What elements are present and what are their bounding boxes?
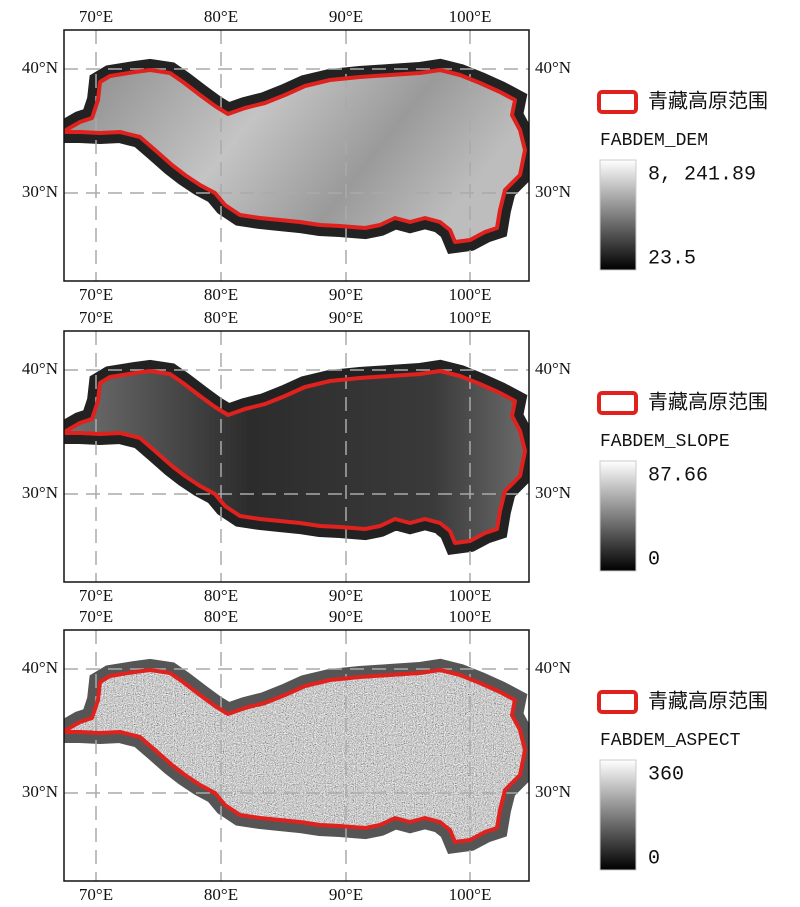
map-panel: 70°E 70°E 80°E 80°E 90°E 90°E 100°E 100°E 40°N 40… xyxy=(22,308,768,605)
colorbar xyxy=(599,759,637,871)
lat-tick-label: 40°N xyxy=(535,658,571,677)
lat-tick-label: 40°N xyxy=(22,658,58,677)
lat-tick-label: 30°N xyxy=(22,782,58,801)
lon-tick-label: 100°E xyxy=(449,586,492,605)
lon-tick-label: 70°E xyxy=(79,7,113,26)
layer-name: FABDEM_SLOPE xyxy=(600,432,730,452)
lon-tick-label: 90°E xyxy=(329,586,363,605)
lon-tick-label: 80°E xyxy=(204,607,238,626)
colorbar-min: 23.5 xyxy=(648,247,696,270)
lat-tick-label: 40°N xyxy=(22,359,58,378)
map-content xyxy=(64,30,529,281)
lon-tick-label: 90°E xyxy=(329,285,363,304)
lat-tick-label: 30°N xyxy=(535,483,571,502)
lon-tick-label: 80°E xyxy=(204,586,238,605)
map-content xyxy=(64,331,529,582)
lon-tick-label: 90°E xyxy=(329,7,363,26)
map-frame xyxy=(63,629,530,882)
lon-tick-label: 70°E xyxy=(79,607,113,626)
lon-tick-label: 100°E xyxy=(449,885,492,904)
layer-name: FABDEM_ASPECT xyxy=(600,731,741,751)
lon-tick-label: 80°E xyxy=(204,285,238,304)
lon-tick-label: 100°E xyxy=(449,308,492,327)
map-frame xyxy=(63,330,530,583)
colorbar-max: 360 xyxy=(648,763,684,786)
plateau-boundary xyxy=(64,668,527,844)
map-content xyxy=(64,630,529,881)
lon-tick-label: 100°E xyxy=(449,607,492,626)
colorbar-min: 0 xyxy=(648,548,660,571)
lon-tick-label: 90°E xyxy=(329,607,363,626)
lon-tick-label: 70°E xyxy=(79,285,113,304)
colorbar-min: 0 xyxy=(648,847,660,870)
legend-label: 青藏高原范围 xyxy=(648,689,768,713)
lon-tick-label: 70°E xyxy=(79,308,113,327)
plateau-boundary xyxy=(64,369,527,545)
legend-label: 青藏高原范围 xyxy=(648,89,768,113)
map-frame xyxy=(63,29,530,282)
lon-tick-label: 80°E xyxy=(204,308,238,327)
raster xyxy=(66,371,525,543)
lon-tick-label: 70°E xyxy=(79,586,113,605)
lon-tick-label: 70°E xyxy=(79,885,113,904)
lat-tick-label: 30°N xyxy=(535,782,571,801)
lat-tick-label: 30°N xyxy=(22,483,58,502)
lon-tick-label: 90°E xyxy=(329,308,363,327)
lat-tick-label: 30°N xyxy=(22,182,58,201)
raster xyxy=(66,70,525,242)
lon-tick-label: 80°E xyxy=(204,7,238,26)
lon-tick-label: 100°E xyxy=(449,7,492,26)
lat-tick-label: 40°N xyxy=(22,58,58,77)
map-panel: 70°E 70°E 80°E 80°E 90°E 90°E 100°E 100°E 40°N 40… xyxy=(22,7,768,304)
colorbar xyxy=(599,159,637,271)
plateau-boundary xyxy=(64,68,527,244)
legend-swatch xyxy=(597,690,638,714)
lon-tick-label: 90°E xyxy=(329,885,363,904)
colorbar-max: 8, 241.89 xyxy=(648,163,756,186)
layer-name: FABDEM_DEM xyxy=(600,131,708,151)
lat-tick-label: 30°N xyxy=(535,182,571,201)
colorbar-max: 87.66 xyxy=(648,464,708,487)
map-panel: 70°E 70°E 80°E 80°E 90°E 90°E 100°E 100°E 40°N 40… xyxy=(22,607,768,904)
colorbar xyxy=(599,460,637,572)
legend-swatch xyxy=(597,90,638,114)
legend-label: 青藏高原范围 xyxy=(648,390,768,414)
lon-tick-label: 80°E xyxy=(204,885,238,904)
lon-tick-label: 100°E xyxy=(449,285,492,304)
lat-tick-label: 40°N xyxy=(535,359,571,378)
lat-tick-label: 40°N xyxy=(535,58,571,77)
legend-swatch xyxy=(597,391,638,415)
